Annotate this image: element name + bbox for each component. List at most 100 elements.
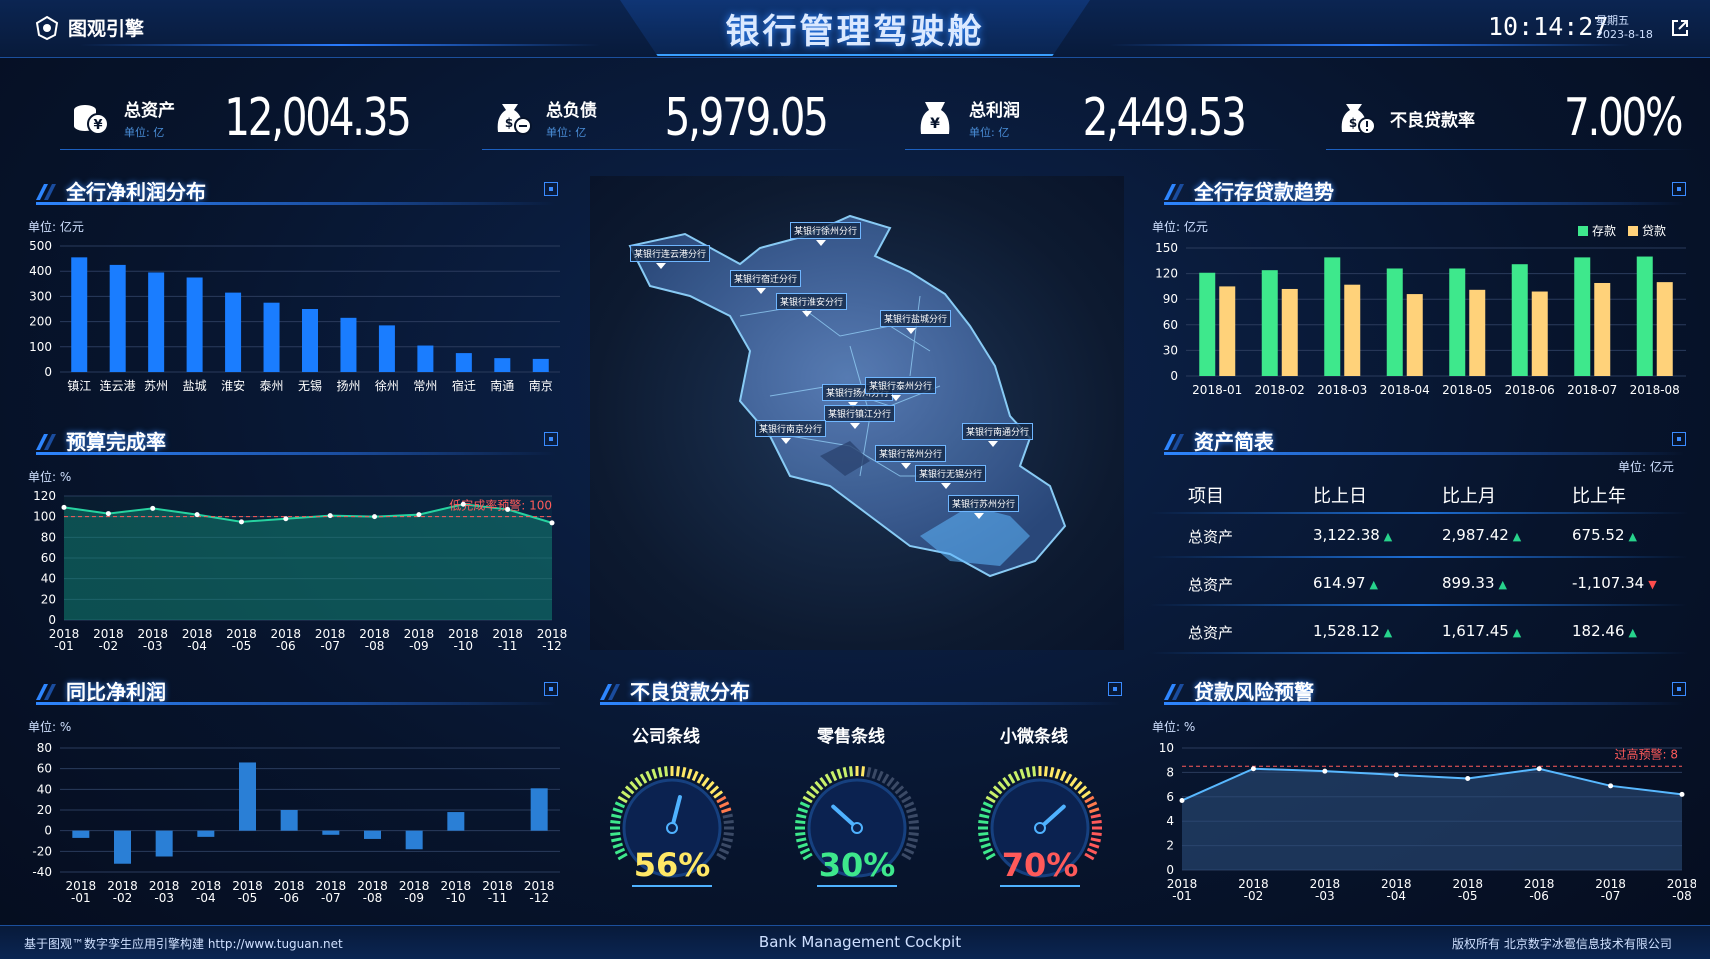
kpi-value: 12,004.35 bbox=[224, 88, 413, 148]
x-tick-label: 镇江 bbox=[67, 379, 91, 393]
map-branch-label[interactable]: 某银行南通分行 bbox=[962, 423, 1034, 440]
map-branch-label[interactable]: 某银行宿迁分行 bbox=[730, 270, 802, 287]
data-point bbox=[238, 519, 244, 525]
bar bbox=[186, 277, 203, 372]
map-pin-icon bbox=[891, 395, 901, 401]
gauge-tick bbox=[982, 847, 994, 855]
table-cell: 614.97 ▲ bbox=[1313, 574, 1378, 592]
map-branch-label[interactable]: 某银行淮安分行 bbox=[776, 293, 848, 310]
map-branch-label[interactable]: 某银行苏州分行 bbox=[948, 495, 1020, 512]
y-tick-label: 90 bbox=[1163, 292, 1178, 306]
map-branch-label[interactable]: 某银行镇江分行 bbox=[824, 405, 896, 422]
panel-expand-button[interactable] bbox=[544, 182, 558, 196]
gauge-tick bbox=[722, 813, 733, 819]
panel-expand-button[interactable] bbox=[1108, 682, 1122, 696]
data-point bbox=[1322, 768, 1328, 774]
y-tick-label: 0 bbox=[44, 824, 52, 838]
y-tick-label: 300 bbox=[29, 289, 52, 303]
gauge-tick bbox=[611, 837, 622, 843]
map-branch-label[interactable]: 某银行常州分行 bbox=[875, 445, 947, 462]
bar bbox=[225, 292, 242, 372]
svg-text:¥: ¥ bbox=[93, 118, 102, 133]
panel-title-net-profit: 全行净利润分布 bbox=[28, 176, 558, 206]
gauge-tick bbox=[842, 767, 848, 778]
kpi-value: 7.00% bbox=[1563, 88, 1684, 148]
gauge-tick bbox=[722, 837, 733, 843]
data-point bbox=[194, 512, 200, 518]
gauge-tick bbox=[612, 807, 624, 814]
panel-expand-button[interactable] bbox=[1672, 182, 1686, 196]
panel-expand-button[interactable] bbox=[1672, 682, 1686, 696]
panel-title-text: 全行净利润分布 bbox=[66, 180, 206, 204]
bar bbox=[263, 302, 280, 372]
series-line bbox=[63, 503, 553, 524]
gauge-tick bbox=[982, 801, 994, 809]
map-pin-icon bbox=[988, 441, 998, 447]
y-tick-label: 0 bbox=[48, 613, 56, 627]
map-pin-icon bbox=[816, 240, 826, 246]
bar bbox=[405, 830, 423, 850]
panel-title-text: 同比净利润 bbox=[66, 680, 166, 704]
y-tick-label: 8 bbox=[1166, 765, 1174, 779]
y-tick-label: 20 bbox=[37, 803, 52, 817]
y-tick-label: 500 bbox=[29, 239, 52, 253]
gauge-tick bbox=[890, 780, 900, 791]
x-tick-label: 2018-03 bbox=[137, 627, 168, 653]
x-tick-label: 2018-02 bbox=[107, 879, 138, 905]
exit-fullscreen-icon[interactable] bbox=[1670, 18, 1690, 38]
y-tick-label: 200 bbox=[29, 315, 52, 329]
bar bbox=[532, 358, 549, 372]
data-point bbox=[1179, 797, 1185, 803]
gauge-tick bbox=[795, 831, 806, 836]
x-tick-label: 2018-05 bbox=[1452, 877, 1483, 903]
kpi-unit: 单位: 亿 bbox=[124, 126, 165, 139]
gauge-tick bbox=[1007, 773, 1016, 784]
bar bbox=[114, 830, 131, 864]
panel-title-deposit-loan: 全行存贷款趋势 bbox=[1156, 176, 1686, 206]
map-branch-label[interactable]: 某银行盐城分行 bbox=[880, 310, 952, 327]
map-branch-label[interactable]: 某银行泰州分行 bbox=[865, 377, 937, 394]
date: 2023-8-18 bbox=[1596, 28, 1653, 41]
gauge-tick bbox=[1043, 766, 1048, 777]
gauge-tick bbox=[1084, 852, 1095, 861]
map-branch-label[interactable]: 某银行南京分行 bbox=[755, 420, 827, 437]
map-branch-label[interactable]: 某银行无锡分行 bbox=[915, 465, 987, 482]
bar bbox=[302, 309, 318, 372]
gauge-tick bbox=[611, 813, 622, 819]
gauge-tick bbox=[795, 820, 806, 825]
data-point bbox=[105, 511, 111, 517]
table-cell: 3,122.38 ▲ bbox=[1313, 526, 1393, 544]
gauge-tick bbox=[802, 795, 813, 804]
kpi-underline bbox=[60, 149, 440, 150]
bar bbox=[71, 257, 88, 372]
panel-title-bar bbox=[36, 202, 556, 205]
panel-expand-button[interactable] bbox=[544, 682, 558, 696]
gauge-tick bbox=[1002, 776, 1011, 787]
gauge-tick bbox=[796, 837, 807, 843]
bar bbox=[1406, 294, 1423, 376]
panel-expand-button[interactable] bbox=[1672, 432, 1686, 446]
y-tick-label: 150 bbox=[1155, 241, 1178, 255]
gauge-tick bbox=[797, 807, 809, 814]
panel-expand-button[interactable] bbox=[544, 432, 558, 446]
bar bbox=[1281, 288, 1298, 376]
panel-title-yoy: 同比净利润 bbox=[28, 676, 558, 706]
net-profit-bar-chart: 0100200300400500镇江 连云港 苏州 盐城 淮安 泰州 无锡 扬州 徐州 常州 宿迁南… bbox=[29, 239, 560, 393]
gauge-tick bbox=[675, 766, 680, 777]
gauge-tick bbox=[860, 766, 865, 777]
map-branch-label[interactable]: 某银行徐州分行 bbox=[790, 222, 862, 239]
table-row: 总资产 614.97 ▲ 899.33 ▲ -1,107.34 ▼ bbox=[1150, 562, 1688, 606]
arrow-down-icon: ▼ bbox=[1648, 578, 1657, 591]
kpi-underline bbox=[1326, 149, 1696, 150]
table-header-cell: 比上日 bbox=[1313, 486, 1367, 507]
map-branch-label[interactable]: 某银行连云港分行 bbox=[630, 245, 711, 262]
arrow-up-icon: ▲ bbox=[1498, 578, 1507, 591]
footer-credit[interactable]: 基于图观™数字孪生应用引擎构建 http://www.tuguan.net bbox=[24, 937, 343, 951]
y-tick-label: 6 bbox=[1166, 790, 1174, 804]
gauge-tick bbox=[980, 807, 992, 814]
data-point bbox=[1465, 776, 1471, 781]
title-plate bbox=[620, 0, 1090, 56]
gauge-tick bbox=[1081, 790, 1092, 799]
x-tick-label: 2018-02 bbox=[93, 627, 124, 653]
unit-label: 单位: % bbox=[1152, 720, 1196, 734]
